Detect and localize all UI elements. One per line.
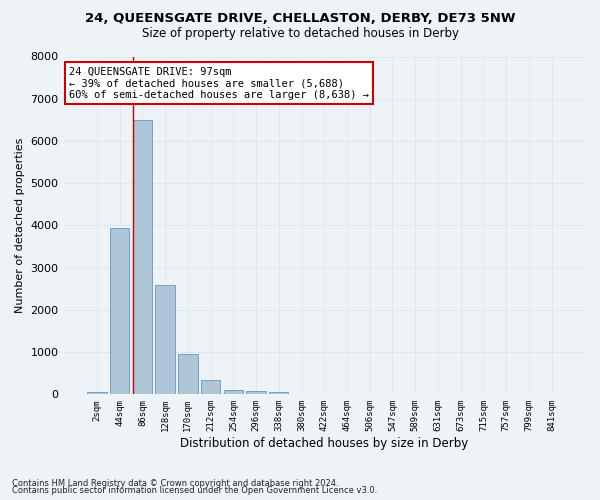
Bar xyxy=(155,284,175,395)
Text: 24 QUEENSGATE DRIVE: 97sqm
← 39% of detached houses are smaller (5,688)
60% of s: 24 QUEENSGATE DRIVE: 97sqm ← 39% of deta… xyxy=(69,66,369,100)
Bar xyxy=(269,392,289,394)
Bar xyxy=(224,390,243,394)
Text: 24, QUEENSGATE DRIVE, CHELLASTON, DERBY, DE73 5NW: 24, QUEENSGATE DRIVE, CHELLASTON, DERBY,… xyxy=(85,12,515,26)
Bar xyxy=(133,120,152,394)
X-axis label: Distribution of detached houses by size in Derby: Distribution of detached houses by size … xyxy=(180,437,469,450)
Text: Size of property relative to detached houses in Derby: Size of property relative to detached ho… xyxy=(142,28,458,40)
Bar xyxy=(178,354,197,395)
Text: Contains HM Land Registry data © Crown copyright and database right 2024.: Contains HM Land Registry data © Crown c… xyxy=(12,478,338,488)
Bar xyxy=(201,380,220,394)
Bar xyxy=(87,392,107,394)
Bar xyxy=(110,228,130,394)
Bar xyxy=(247,392,266,394)
Text: Contains public sector information licensed under the Open Government Licence v3: Contains public sector information licen… xyxy=(12,486,377,495)
Y-axis label: Number of detached properties: Number of detached properties xyxy=(15,138,25,313)
